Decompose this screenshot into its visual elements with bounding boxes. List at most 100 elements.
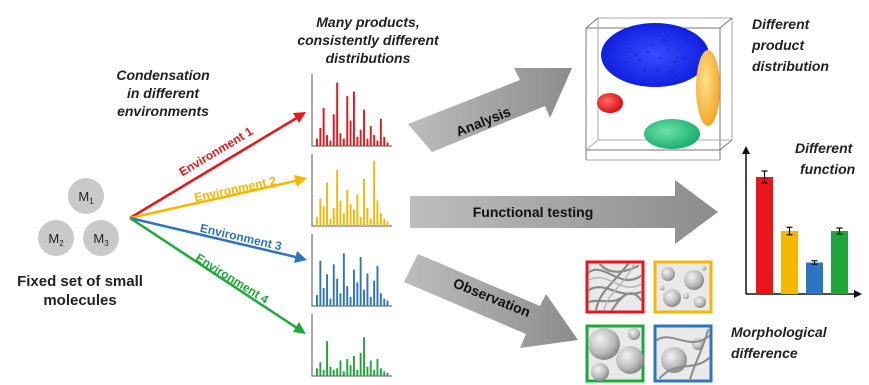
morphology-panels <box>585 260 713 383</box>
environment-2-label: Environment 2 <box>193 174 278 205</box>
function-result-line1: Different <box>795 140 854 156</box>
molecule-m1-label: M1 <box>78 189 94 206</box>
condensation-line2: in different <box>127 85 200 101</box>
molecule-m3 <box>83 220 119 256</box>
histogram-bar <box>326 135 328 146</box>
cluster-blue <box>601 23 709 87</box>
histogram-bar <box>359 257 362 306</box>
environment-arrows <box>129 112 307 334</box>
histogram-bar <box>336 368 339 376</box>
environment-3-label: Environment 3 <box>199 221 284 253</box>
histogram-bar <box>386 142 389 146</box>
function-bar-chart <box>742 146 862 298</box>
histogram-bar <box>342 213 345 226</box>
histogram-bar <box>322 287 325 306</box>
histogram-bar <box>332 369 335 376</box>
histogram-bar <box>322 369 325 376</box>
histogram-bar <box>332 207 335 226</box>
molecule-m3-label: M3 <box>93 231 109 248</box>
function-error-bar <box>836 227 843 235</box>
histogram-bar <box>379 118 382 146</box>
histogram-bar <box>379 213 382 226</box>
histogram-bar <box>386 372 389 376</box>
histogram-bar <box>383 136 386 146</box>
histogram-bar <box>376 359 379 376</box>
histogram-bar <box>353 355 355 376</box>
histogram-bar <box>332 264 335 306</box>
histogram-bar <box>373 135 376 146</box>
histogram-bar <box>383 298 386 306</box>
molecule-m2 <box>38 220 74 256</box>
histogram-bar <box>386 300 389 306</box>
histogram-bar <box>349 204 352 226</box>
histogram-bar <box>363 178 365 226</box>
cluster-red <box>597 93 623 113</box>
histogram-bar <box>319 127 322 146</box>
histogram-bar <box>336 82 339 146</box>
distribution-result-line2: product <box>751 37 805 53</box>
molecule-m1 <box>68 178 104 214</box>
distribution-histogram-4 <box>311 314 392 377</box>
histogram-bar <box>346 96 349 146</box>
histogram-bar <box>322 206 325 226</box>
products-line2: consistently different <box>297 32 440 48</box>
histogram-bar <box>373 369 376 376</box>
histogram-bar <box>376 140 379 146</box>
histogram-bar <box>353 209 355 226</box>
histogram-bar <box>339 293 342 306</box>
environment-4-label: Environment 4 <box>193 251 271 307</box>
histogram-bar <box>349 120 352 146</box>
histogram-bar <box>339 133 342 146</box>
histogram-bar <box>356 194 359 226</box>
histogram-bar <box>359 216 362 226</box>
distribution-result-line3: distribution <box>752 58 829 74</box>
histogram-bar <box>342 253 345 306</box>
analysis-arrow <box>408 68 572 152</box>
histogram-bar <box>332 114 335 146</box>
histogram-bar <box>383 371 386 376</box>
functional-testing-arrow <box>410 180 718 244</box>
histogram-bar <box>316 368 318 376</box>
histogram-bar <box>319 198 322 226</box>
histogram-bar <box>356 369 359 376</box>
function-bar <box>756 177 773 294</box>
morphology-panel-yellow <box>653 260 713 314</box>
function-bar <box>831 231 848 294</box>
histogram-bar <box>379 368 382 376</box>
histogram-bar <box>316 138 318 146</box>
functional-testing-label: Functional testing <box>473 204 594 220</box>
histogram-axis <box>311 74 392 147</box>
histogram-bar <box>336 278 339 306</box>
cluster-blue-points <box>625 39 685 73</box>
histogram-bar <box>329 140 332 146</box>
histogram-bar <box>366 366 369 376</box>
histogram-bar <box>326 182 328 226</box>
histogram-bar <box>353 91 355 146</box>
distribution-histogram-1 <box>311 74 392 147</box>
products-line1: Many products, <box>316 14 419 30</box>
molecule-cluster: M1 M2 M3 <box>38 178 119 256</box>
histogram-bar <box>339 360 342 376</box>
environment-1-label: Environment 1 <box>177 124 256 179</box>
function-result-line2: function <box>800 161 855 177</box>
histogram-bar <box>322 107 325 146</box>
function-error-bar <box>811 260 818 265</box>
product-distribution-3d-plot <box>585 17 733 161</box>
histogram-bar <box>329 366 332 376</box>
histogram-bar <box>326 274 328 306</box>
histogram-bar <box>316 295 318 306</box>
distribution-result-line1: Different <box>752 16 811 32</box>
condensation-line3: environments <box>117 103 209 119</box>
histogram-bar <box>379 293 382 306</box>
histogram-bar <box>359 352 362 376</box>
histogram-bar <box>369 126 372 146</box>
histogram-bar <box>349 296 352 306</box>
histogram-bar <box>356 136 359 146</box>
histogram-bar <box>366 207 369 226</box>
histogram-bar <box>326 341 328 376</box>
histogram-bar <box>376 200 379 226</box>
molecules-caption-line1: Fixed set of small <box>17 273 143 290</box>
histogram-bar <box>319 362 322 376</box>
histogram-bar <box>366 138 369 146</box>
histogram-bar <box>366 273 369 306</box>
